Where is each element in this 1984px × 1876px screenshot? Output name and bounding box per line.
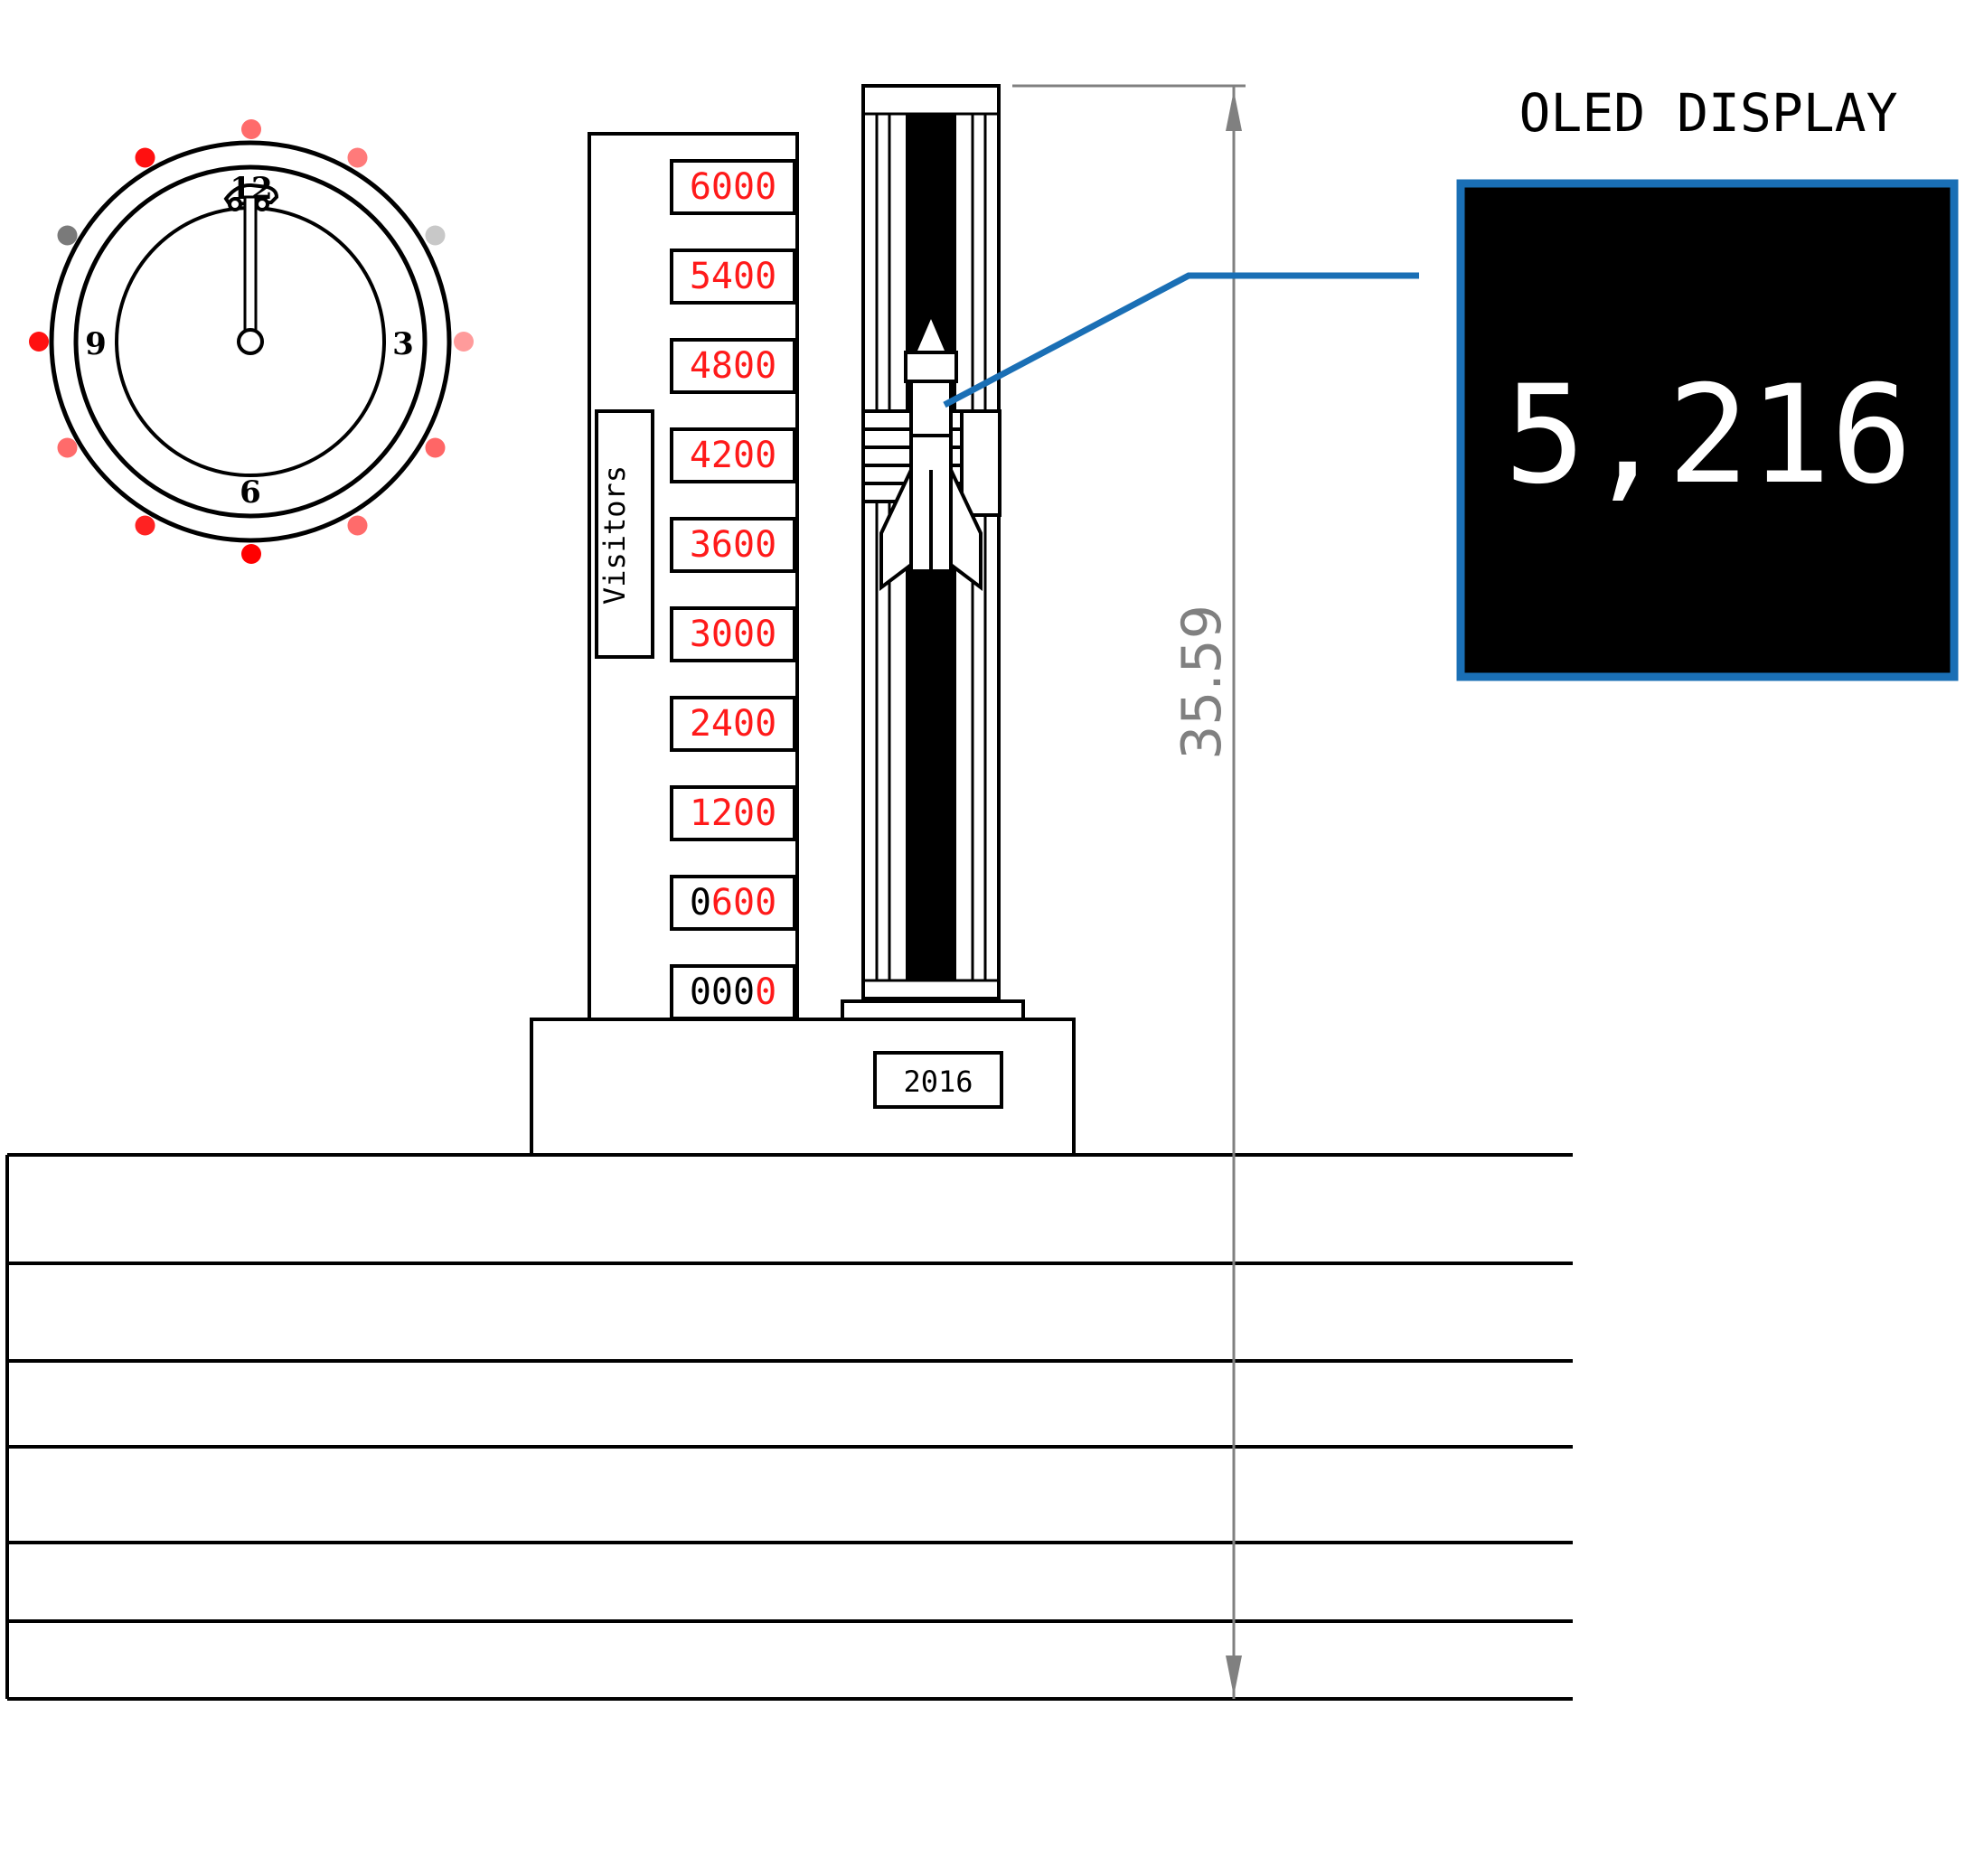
visitor-tower: Visitors 6000 5400 4800 4200 3600 3000 2400 120… [588, 132, 799, 1021]
column-foot [841, 999, 1025, 1021]
clock: 12 3 6 9 [29, 119, 474, 564]
readout-box [670, 696, 796, 752]
readout-value: 4800 [690, 345, 776, 387]
readout-box [670, 338, 796, 394]
readout-value: 3600 [690, 524, 776, 566]
readout-value: 5400 [690, 256, 776, 297]
year-plate [873, 1051, 1003, 1109]
visitors-label: Visitors [597, 465, 632, 605]
visitors-label-box [595, 409, 654, 659]
oled-callout: OLED DISPLAY 5,216 [943, 82, 1959, 681]
readout-value: 6000 [690, 166, 776, 208]
clock-led [29, 332, 49, 352]
dimension-value: 35.59 [1171, 605, 1234, 760]
readout-box [670, 427, 796, 483]
clock-led [241, 544, 261, 564]
base: 2016 [530, 1018, 1076, 1157]
oled-value: 5,216 [1504, 357, 1913, 514]
rocket-column [841, 84, 1025, 1021]
clock-hub [237, 328, 264, 355]
floor-lines [5, 1153, 1573, 1701]
readout-box [670, 785, 796, 841]
readout-box [670, 249, 796, 305]
clock-hand [243, 195, 258, 342]
car-icon [223, 183, 279, 211]
year-label: 2016 [903, 1065, 973, 1099]
oled-screen [1456, 179, 1959, 681]
clock-led [57, 225, 78, 246]
readout-value: 2400 [690, 703, 776, 745]
readout-box [670, 606, 796, 662]
clock-outer-ring [49, 140, 452, 543]
readout-value: 1200 [690, 793, 776, 834]
clock-number-9: 9 [85, 326, 107, 362]
clock-led [425, 225, 446, 246]
clock-led [347, 147, 368, 168]
clock-number-3: 3 [392, 326, 414, 362]
readout-value: 4200 [690, 435, 776, 476]
clock-led-ring [29, 119, 474, 564]
dimension-arrow-bottom [1226, 1656, 1242, 1696]
clock-led [347, 515, 368, 536]
height-dimension: 35.59 [1012, 84, 1246, 1699]
clock-led [241, 119, 261, 139]
readout-value: 3000 [690, 614, 776, 655]
readout-box [670, 875, 796, 931]
readout-box [670, 159, 796, 215]
clock-led [135, 515, 155, 536]
clock-led [454, 332, 474, 352]
readout-value: 0000 [690, 971, 776, 1013]
readout-column: 6000 5400 4800 4200 3600 3000 2400 1200 0600 0000 [670, 159, 796, 1020]
leader-line [943, 272, 1419, 408]
clock-led [57, 437, 78, 458]
readout-value: 0600 [690, 882, 776, 924]
rocket-icon [861, 309, 1001, 592]
clock-led [425, 437, 446, 458]
clock-number-6: 6 [240, 474, 261, 511]
clock-led [135, 147, 155, 168]
oled-title: OLED DISPLAY [1519, 82, 1897, 144]
readout-box [670, 517, 796, 573]
dimension-arrow-top [1226, 90, 1242, 131]
clock-middle-ring [73, 164, 428, 519]
